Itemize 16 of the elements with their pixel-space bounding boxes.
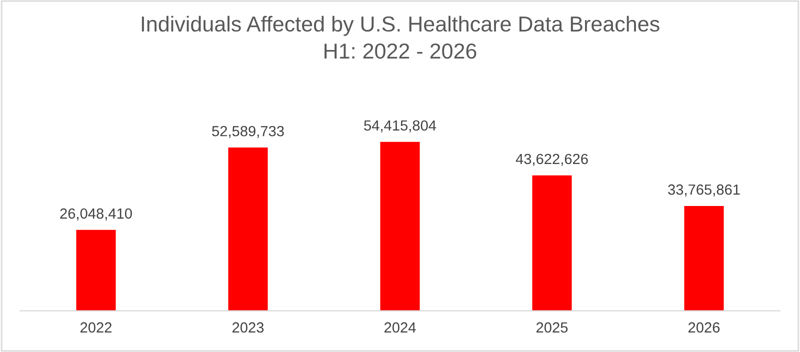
- chart-title: Individuals Affected by U.S. Healthcare Data Breaches H1: 2022 - 2026: [142, 16, 660, 59]
- bar: [532, 175, 572, 311]
- data-label: 54,415,804: [364, 120, 436, 132]
- bar: [76, 230, 116, 311]
- data-label: 33,765,861: [668, 184, 740, 196]
- x-tick-label: 2024: [384, 322, 416, 333]
- bar: [228, 148, 268, 311]
- data-label: 26,048,410: [60, 208, 132, 220]
- data-label: 52,589,733: [212, 126, 284, 138]
- data-label: 43,622,626: [516, 154, 588, 166]
- x-tick-label: 2026: [688, 322, 720, 333]
- x-tick-label: 2023: [232, 322, 264, 333]
- bar: [380, 142, 420, 311]
- x-tick-label: 2025: [536, 322, 568, 333]
- bar: [684, 206, 724, 311]
- x-tick-label: 2022: [80, 322, 112, 333]
